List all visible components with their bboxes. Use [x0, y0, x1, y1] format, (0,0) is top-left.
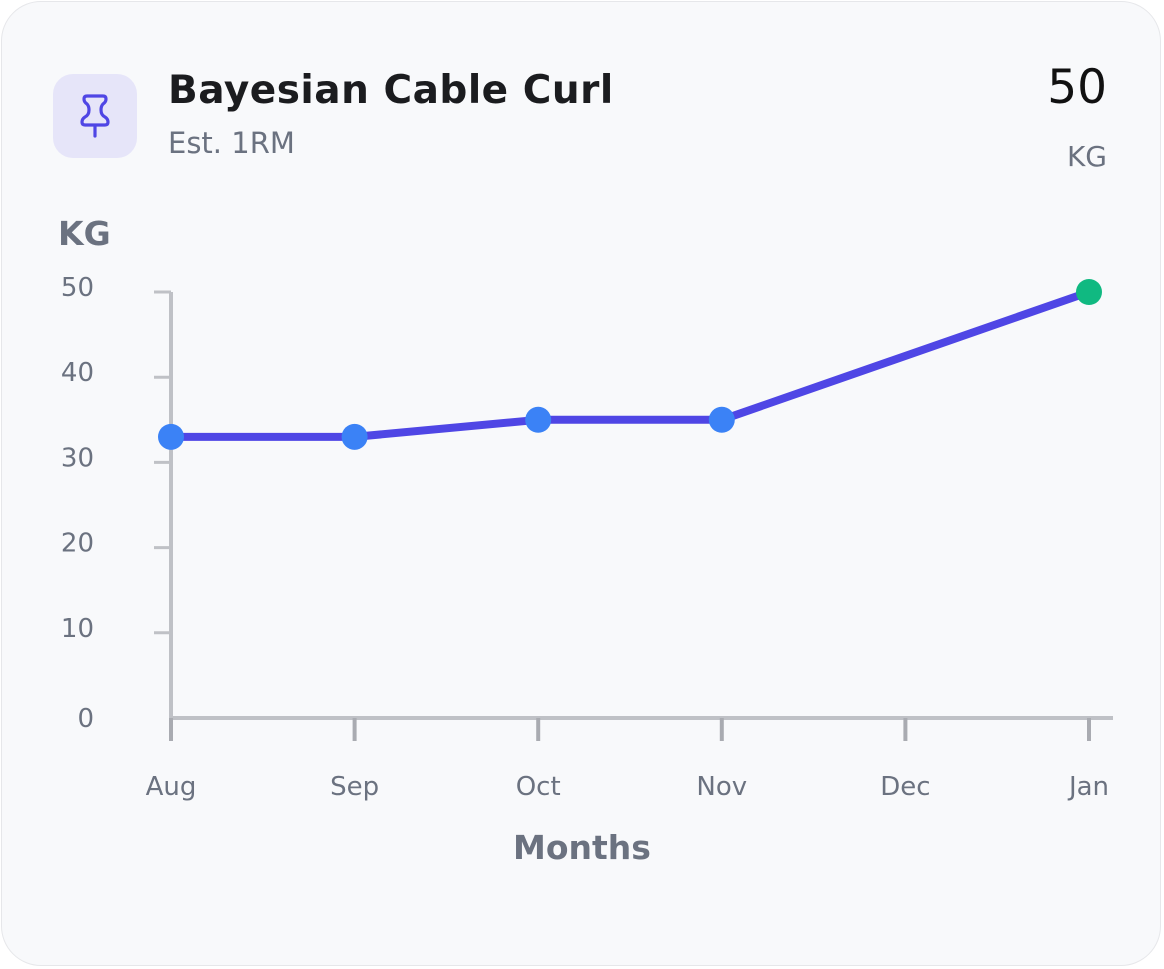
x-tick-label: Nov	[696, 772, 747, 802]
x-axis-label: Months	[513, 828, 651, 867]
data-point	[1076, 279, 1102, 305]
y-tick-label: 40	[61, 358, 94, 388]
data-point	[158, 423, 184, 450]
x-tick-label: Aug	[146, 772, 197, 802]
x-tick-label: Oct	[516, 772, 561, 802]
y-tick-label: 30	[61, 443, 94, 473]
current-value: 50	[1047, 60, 1107, 115]
exercise-subtitle: Est. 1RM	[168, 126, 295, 160]
exercise-title: Bayesian Cable Curl	[168, 68, 614, 113]
x-tick-label: Dec	[880, 772, 930, 802]
y-tick-label: 50	[61, 273, 94, 303]
x-tick-label: Jan	[1067, 772, 1109, 802]
data-point	[525, 406, 552, 433]
data-point	[708, 406, 735, 433]
y-tick-label: 20	[61, 529, 94, 559]
x-tick-label: Sep	[330, 772, 379, 802]
current-unit: KG	[1066, 140, 1107, 173]
pushpin-icon	[80, 94, 110, 138]
exercise-icon-box	[53, 74, 137, 158]
series-line	[167, 288, 1093, 441]
data-point	[341, 423, 368, 450]
y-tick-label: 10	[61, 614, 94, 644]
y-axis-label: KG	[58, 214, 111, 253]
y-tick-label: 0	[77, 704, 94, 734]
